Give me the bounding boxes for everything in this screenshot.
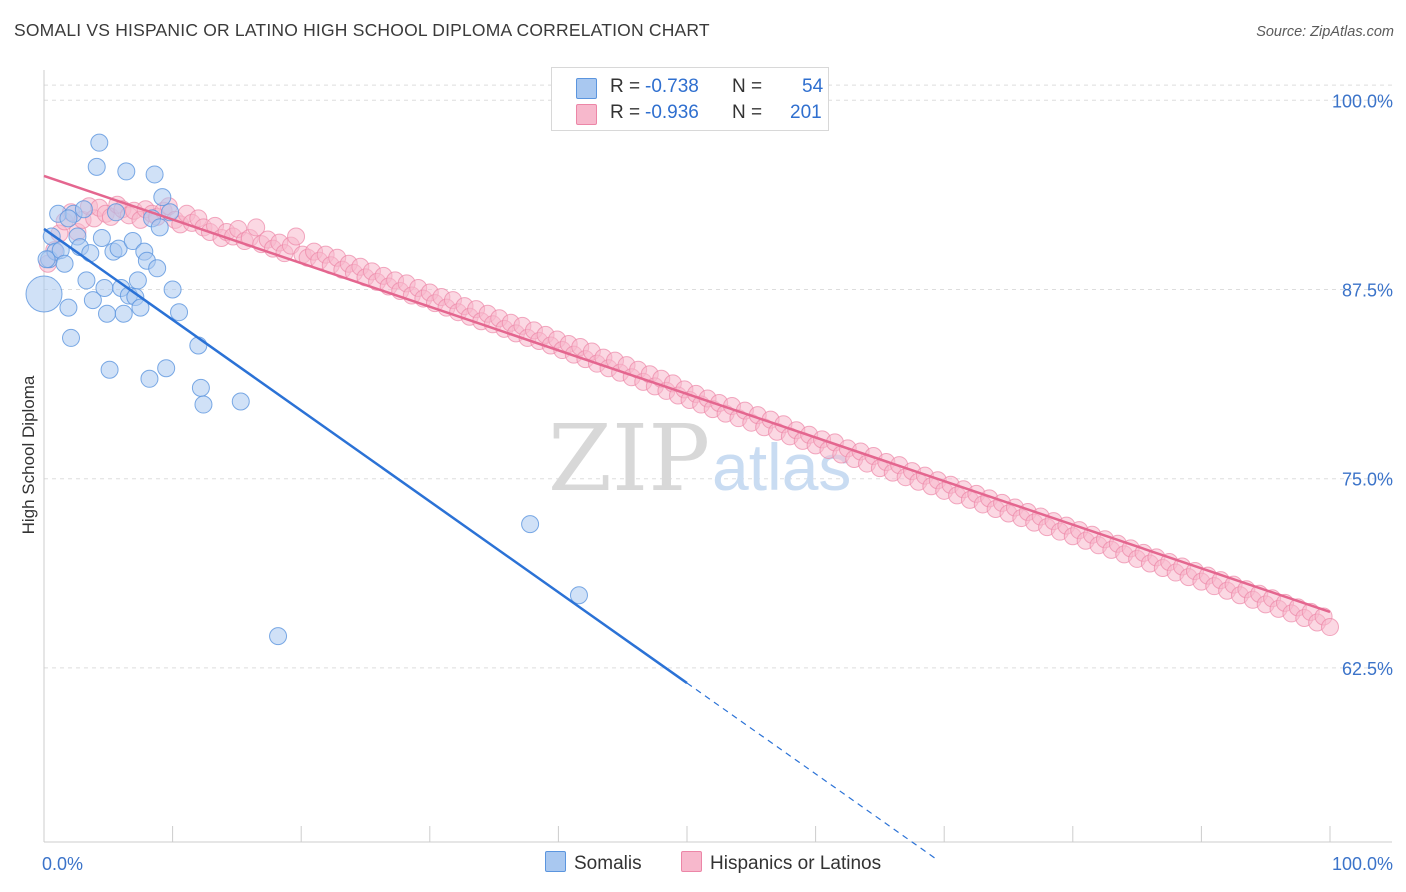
somali-point xyxy=(83,291,102,310)
somali-point xyxy=(521,515,540,534)
y-tick-label: 100.0% xyxy=(1332,91,1393,111)
somali-point xyxy=(157,359,176,378)
hispanic-point xyxy=(287,227,306,246)
x-tick-label-right: 100.0% xyxy=(1332,854,1393,874)
somali-point xyxy=(269,627,288,646)
somali-point xyxy=(59,209,78,228)
y-tick-label: 75.0% xyxy=(1342,470,1393,490)
somali-point xyxy=(150,218,169,237)
somali-point xyxy=(37,250,56,269)
y-axis-label: High School Diploma xyxy=(19,375,38,534)
bottom-legend-hispanics: Hispanics or Latinos xyxy=(681,851,881,875)
bottom-legend-hispanics-label: Hispanics or Latinos xyxy=(710,853,882,874)
legend-r-label: R = xyxy=(610,76,641,97)
somali-point xyxy=(569,586,588,605)
somali-point xyxy=(74,200,93,219)
tick-labels: 100.0% 87.5% 75.0% 62.5% 0.0% 100.0% xyxy=(42,91,1393,874)
hispanic-point xyxy=(247,218,266,237)
somali-point xyxy=(107,203,126,222)
somali-point xyxy=(170,303,189,322)
legend-n-value-hispanics: 201 xyxy=(790,102,822,123)
somali-point xyxy=(98,304,117,323)
somali-point xyxy=(123,232,142,251)
y-tick-label: 87.5% xyxy=(1342,280,1393,300)
somali-point xyxy=(140,369,159,388)
legend-r-label: R = xyxy=(610,102,641,123)
legend-n-label: N = xyxy=(732,102,763,123)
somali-point xyxy=(55,254,74,273)
somali-point xyxy=(109,239,128,258)
axes xyxy=(43,70,1392,843)
hispanic-swatch xyxy=(681,851,702,872)
watermark-zip: ZIP xyxy=(548,405,710,512)
bottom-legend-somalis: Somalis xyxy=(545,851,642,875)
somali-point xyxy=(62,328,81,347)
somali-point xyxy=(191,378,210,397)
source-label: Source: ZipAtlas.com xyxy=(1256,24,1394,40)
somali-point xyxy=(25,275,63,313)
somali-point xyxy=(148,259,167,278)
trend-lines xyxy=(43,174,1331,861)
somali-point xyxy=(100,360,119,379)
somali-point xyxy=(77,271,96,290)
somali-point xyxy=(231,392,250,411)
hispanic-swatch xyxy=(576,104,597,125)
somali-point xyxy=(117,162,136,181)
somali-point xyxy=(189,336,208,355)
hispanic-trend-line xyxy=(43,174,1331,614)
legend-n-label: N = xyxy=(732,76,763,97)
y-tick-label: 62.5% xyxy=(1342,659,1393,679)
somali-point xyxy=(131,298,150,317)
somali-point xyxy=(128,271,147,290)
somali-point xyxy=(87,157,106,176)
somali-point xyxy=(90,133,109,152)
correlation-legend: R = -0.738 N = 54 R = -0.936 N = 201 xyxy=(551,67,829,131)
chart-title: SOMALI VS HISPANIC OR LATINO HIGH SCHOOL… xyxy=(14,20,710,40)
somali-point xyxy=(194,395,213,414)
somali-swatch xyxy=(545,851,566,872)
x-tick-label-left: 0.0% xyxy=(42,854,83,874)
legend-r-value-hispanics: -0.936 xyxy=(645,102,699,123)
legend-n-value-somalis: 54 xyxy=(802,76,824,97)
somali-point xyxy=(92,229,111,248)
somali-point xyxy=(81,244,100,263)
somali-point xyxy=(153,188,172,207)
somali-point xyxy=(59,298,78,317)
somali-point xyxy=(163,280,182,299)
hispanic-point xyxy=(1321,618,1339,637)
somali-swatch xyxy=(576,78,597,99)
legend-r-value-somalis: -0.738 xyxy=(645,76,699,97)
somali-point xyxy=(145,165,164,184)
somali-trend-extension xyxy=(686,682,939,861)
somali-point xyxy=(95,278,114,297)
somali-trend-line xyxy=(43,227,688,685)
somali-point xyxy=(114,304,133,323)
somali-points xyxy=(25,133,588,646)
bottom-legend-somalis-label: Somalis xyxy=(574,853,642,874)
